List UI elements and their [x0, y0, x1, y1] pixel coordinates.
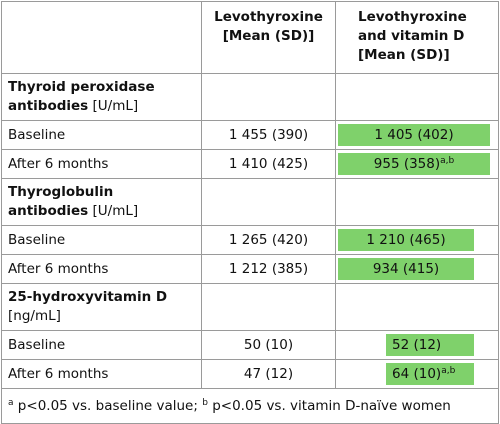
data-row: After 6 months 47 (12) 64 (10)a,b	[1, 359, 499, 389]
row-label: Baseline	[1, 330, 202, 360]
data-row: Baseline 1 265 (420) 1 210 (465)	[1, 225, 499, 255]
section-row: Thyroid peroxidase antibodies [U/mL]	[1, 73, 499, 121]
footnote-ref: a,b	[441, 366, 456, 376]
section-name: Thyroglobulin	[8, 184, 114, 200]
data-row: Baseline 1 455 (390) 1 405 (402)	[1, 120, 499, 150]
header-text: and vitamin D	[358, 28, 465, 44]
empty-cell	[335, 178, 499, 226]
value-text: 955 (358)	[373, 156, 441, 172]
value-text: 1 210 (465)	[366, 232, 446, 248]
data-row: Baseline 50 (10) 52 (12)	[1, 330, 499, 360]
levothyroxine-value: 50 (10)	[201, 330, 336, 360]
highlight: 1 405 (402)	[338, 124, 490, 146]
combined-value: 1 210 (465)	[335, 225, 499, 255]
header-text: Levothyroxine	[214, 9, 323, 25]
section-name: antibodies	[8, 98, 89, 114]
empty-cell	[201, 73, 336, 121]
combined-value: 64 (10)a,b	[335, 359, 499, 389]
header-cell	[1, 1, 202, 74]
highlight: 955 (358)a,b	[338, 153, 490, 175]
section-name: antibodies	[8, 203, 89, 219]
row-label: Baseline	[1, 120, 202, 150]
highlight: 52 (12)	[386, 334, 474, 356]
levothyroxine-value: 1 265 (420)	[201, 225, 336, 255]
highlight: 934 (415)	[338, 258, 474, 280]
footnote-mark: a	[8, 397, 14, 408]
footnote: a p<0.05 vs. baseline value; b p<0.05 vs…	[1, 388, 499, 424]
header-text: [Mean (SD)]	[222, 28, 315, 44]
section-heading: Thyroid peroxidase antibodies [U/mL]	[1, 73, 202, 121]
header-cell: Levothyroxine and vitamin D [Mean (SD)]	[335, 1, 499, 74]
levothyroxine-value: 1 410 (425)	[201, 149, 336, 179]
section-unit: [U/mL]	[92, 203, 139, 219]
empty-cell	[201, 283, 336, 331]
section-row: 25-hydroxyvitamin D [ng/mL]	[1, 283, 499, 331]
combined-value: 934 (415)	[335, 254, 499, 284]
levothyroxine-value: 1 455 (390)	[201, 120, 336, 150]
row-label: After 6 months	[1, 149, 202, 179]
footnote-ref: a,b	[440, 156, 455, 166]
header-row: Levothyroxine [Mean (SD)] Levothyroxine and…	[1, 1, 499, 74]
value-text: 1 405 (402)	[374, 127, 454, 143]
section-row: Thyroglobulin antibodies [U/mL]	[1, 178, 499, 226]
section-name: 25-hydroxyvitamin D	[8, 289, 168, 305]
value-text: 934 (415)	[372, 261, 440, 277]
footnote-text: p<0.05 vs. baseline value;	[13, 397, 203, 414]
highlight: 1 210 (465)	[338, 229, 474, 251]
combined-value: 955 (358)a,b	[335, 149, 499, 179]
levothyroxine-value: 1 212 (385)	[201, 254, 336, 284]
empty-cell	[201, 178, 336, 226]
footnote-mark: b	[202, 397, 208, 408]
row-label: After 6 months	[1, 359, 202, 389]
section-name: Thyroid peroxidase	[8, 79, 155, 95]
section-unit: [U/mL]	[92, 98, 139, 114]
row-label: After 6 months	[1, 254, 202, 284]
highlight: 64 (10)a,b	[386, 363, 474, 385]
data-row: After 6 months 1 212 (385) 934 (415)	[1, 254, 499, 284]
value-text: 52 (12)	[392, 337, 442, 353]
header-cell: Levothyroxine [Mean (SD)]	[201, 1, 336, 74]
empty-cell	[335, 283, 499, 331]
combined-value: 52 (12)	[335, 330, 499, 360]
levothyroxine-value: 47 (12)	[201, 359, 336, 389]
header-text: [Mean (SD)]	[358, 47, 450, 63]
section-heading: Thyroglobulin antibodies [U/mL]	[1, 178, 202, 226]
data-row: After 6 months 1 410 (425) 955 (358)a,b	[1, 149, 499, 179]
section-unit: [ng/mL]	[8, 308, 61, 324]
footnote-text: p<0.05 vs. vitamin D-naïve women	[207, 397, 451, 414]
combined-value: 1 405 (402)	[335, 120, 499, 150]
footnote-row: a p<0.05 vs. baseline value; b p<0.05 vs…	[1, 388, 499, 424]
section-heading: 25-hydroxyvitamin D [ng/mL]	[1, 283, 202, 331]
header-text: Levothyroxine	[358, 9, 467, 25]
row-label: Baseline	[1, 225, 202, 255]
empty-cell	[335, 73, 499, 121]
value-text: 64 (10)	[392, 366, 442, 382]
